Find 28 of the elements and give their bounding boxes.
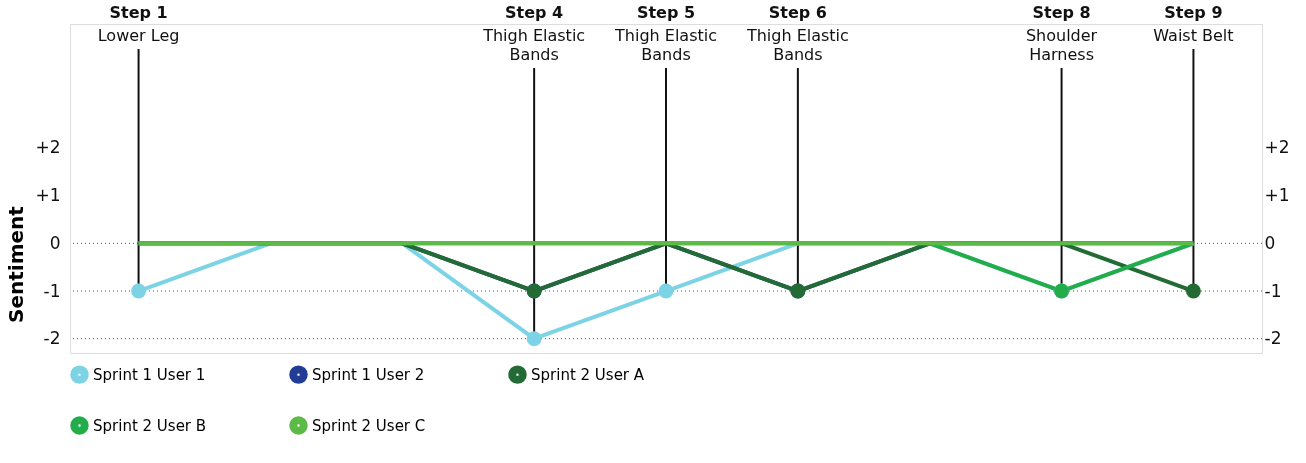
- ref-line-label: Thigh Elastic Bands: [745, 26, 849, 64]
- y-axis-title: Sentiment: [4, 205, 29, 323]
- y-tick-label: -1: [43, 280, 61, 301]
- x-tick-label: Step 8: [1032, 2, 1091, 22]
- y2-tick-label: -1: [1264, 280, 1282, 301]
- y-tick-label: 0: [49, 232, 61, 253]
- legend-label: Sprint 2 User A: [531, 365, 645, 384]
- legend-label: Sprint 1 User 2: [312, 365, 425, 384]
- x-tick-label: Step 4: [505, 2, 564, 22]
- ref-line-label: Shoulder Harness: [1025, 26, 1098, 64]
- ref-line-label: Thigh Elastic Bands: [482, 26, 586, 64]
- y-tick-label: +2: [35, 137, 61, 158]
- legend-label: Sprint 2 User C: [312, 416, 426, 435]
- y2-tick-label: 0: [1264, 232, 1276, 253]
- y2-tick-label: -2: [1264, 328, 1282, 349]
- x-tick-label: Step 5: [636, 2, 696, 22]
- ref-line-label: Lower Leg: [97, 26, 180, 45]
- x-tick-label: Step 1: [109, 2, 168, 22]
- x-tick-label: Step 6: [768, 2, 827, 22]
- legend-label: Sprint 2 User B: [93, 416, 207, 435]
- ref-line-label: Thigh Elastic Bands: [614, 26, 717, 64]
- y2-tick-label: +2: [1264, 137, 1290, 158]
- y-tick-label: +1: [35, 185, 61, 206]
- y2-tick-label: +1: [1264, 185, 1290, 206]
- x-tick-label: Step 9: [1164, 2, 1223, 22]
- ref-line-label: Waist Belt: [1153, 26, 1234, 45]
- y-tick-label: -2: [43, 328, 61, 349]
- legend-label: Sprint 1 User 1: [93, 365, 206, 384]
